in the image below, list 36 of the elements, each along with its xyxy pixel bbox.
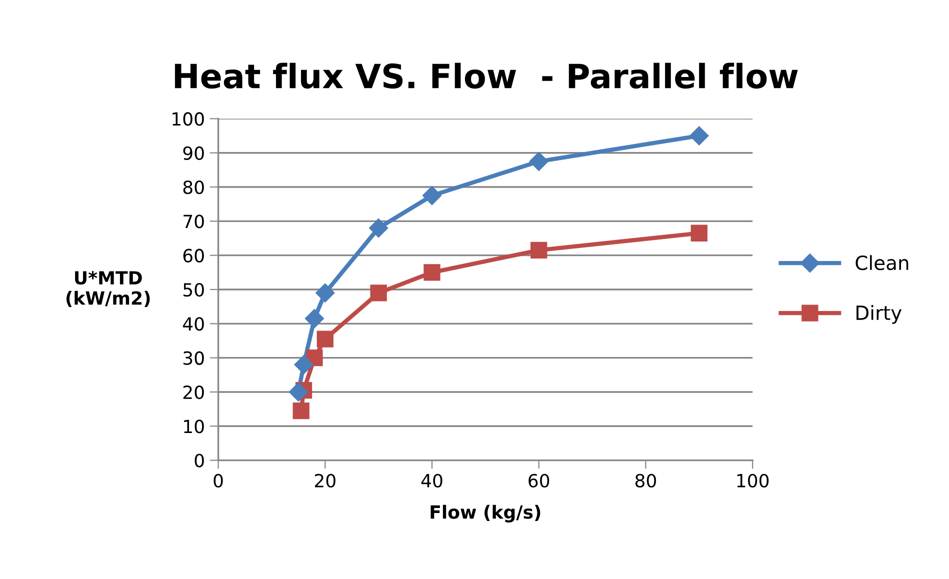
y-tick-label: 90	[183, 146, 204, 160]
x-tick-label: 100	[737, 474, 769, 488]
y-tick-label: 40	[182, 317, 204, 331]
y-tick-label: 60	[183, 248, 204, 262]
point	[294, 355, 314, 374]
point	[288, 382, 308, 402]
point	[530, 242, 548, 259]
y-tick-label: 50	[183, 282, 204, 297]
x-tick-label: 0	[214, 474, 223, 488]
x-axis-title: Flow (kg/s)	[430, 504, 540, 522]
point	[424, 264, 440, 281]
y-tick-label: 30	[183, 351, 204, 365]
x-tick-label: 60	[528, 474, 550, 488]
point	[316, 283, 335, 302]
x-tick-label: 80	[635, 474, 656, 488]
chart-title: Heat flux VS. Flow - Parallel flow	[174, 62, 798, 89]
point	[529, 152, 548, 171]
y-tick-label: 0	[194, 454, 204, 468]
y-tick-label: 70	[184, 214, 204, 228]
point	[690, 224, 708, 242]
point	[369, 218, 388, 238]
y-tick-label: 10	[184, 420, 204, 434]
point	[370, 284, 387, 302]
point	[690, 126, 709, 146]
point	[422, 186, 442, 206]
y-tick-label: 80	[183, 180, 204, 194]
point	[316, 330, 334, 348]
x-tick-label: 40	[421, 474, 442, 488]
x-tick-label: 20	[314, 474, 336, 488]
y-tick-label: 100	[172, 112, 204, 126]
legend-label: Dirty	[856, 305, 902, 324]
point	[292, 402, 310, 420]
y-tick-label: 20	[183, 385, 204, 400]
point	[304, 309, 324, 328]
legend-label: Clean	[856, 255, 908, 270]
y-axis-title: U*MTD (kW/m2)	[66, 270, 150, 307]
